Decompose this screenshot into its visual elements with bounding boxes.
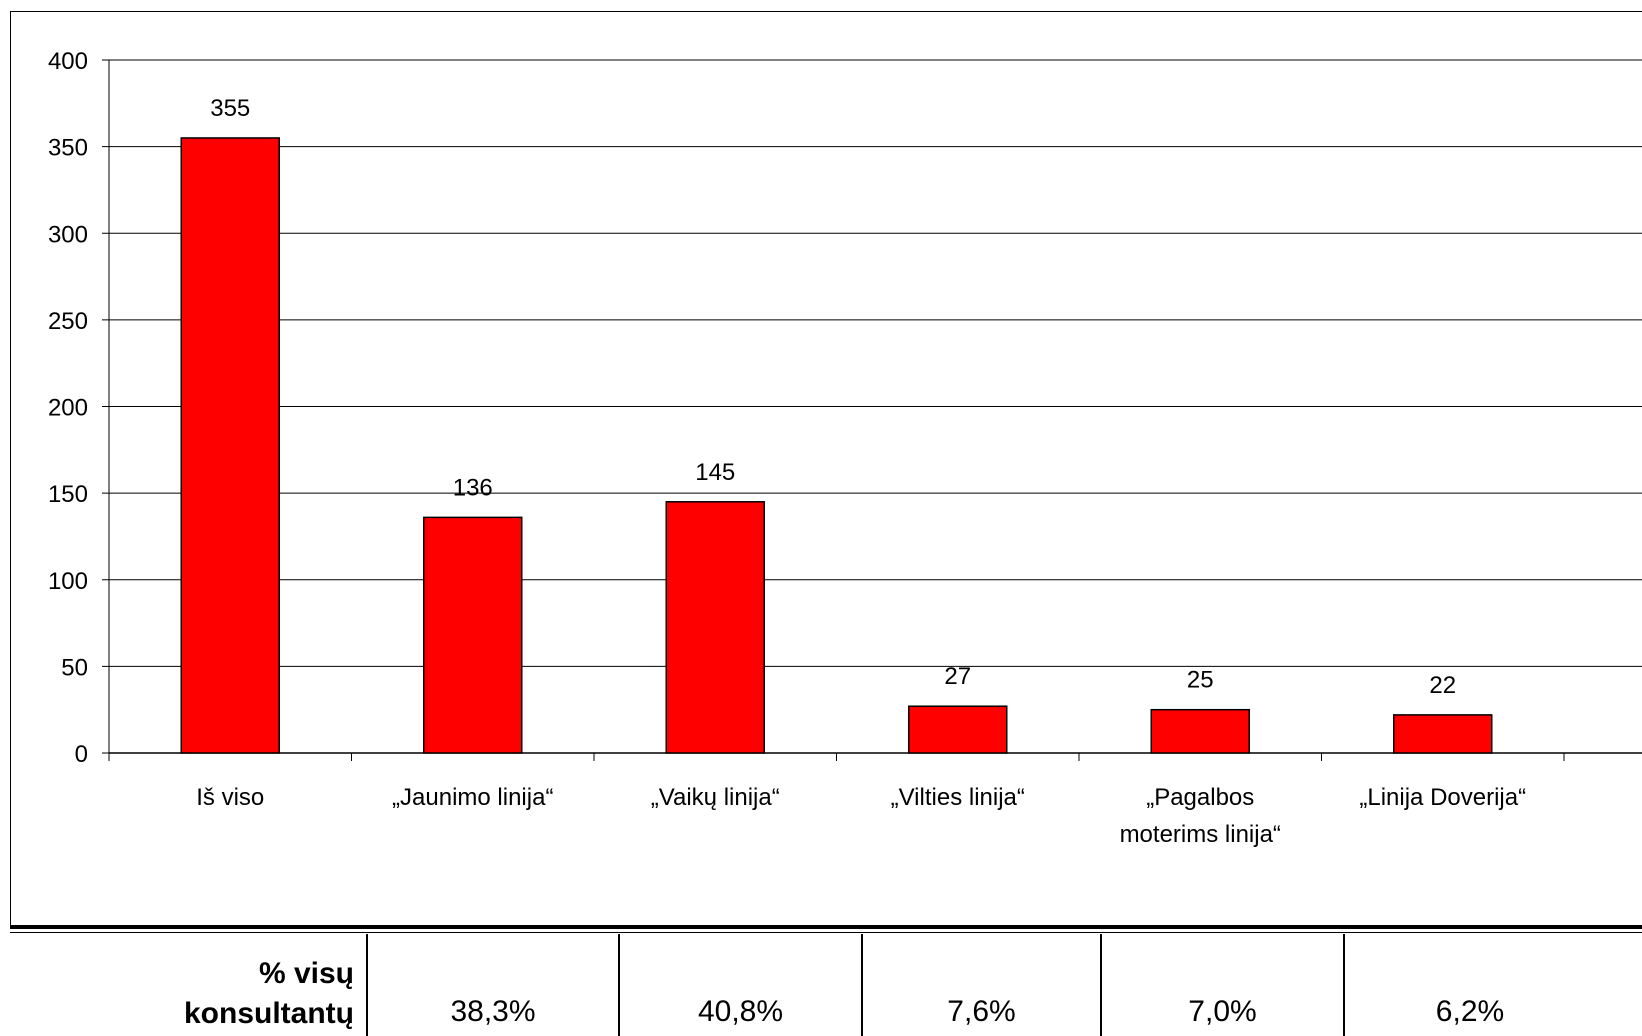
y-tick-label: 0	[75, 741, 88, 768]
percentage-table: % visų konsultantų 38,3% 40,8% 7,6% 7,0%…	[10, 926, 1642, 1036]
y-tick-label: 250	[48, 308, 88, 335]
x-category-label: „Vilties linija“	[891, 784, 1025, 811]
y-tick-label: 200	[48, 395, 88, 422]
data-label: 136	[453, 474, 493, 501]
table-cell-value: 38,3%	[450, 995, 536, 1028]
table-top-rule-inner	[10, 932, 1642, 933]
chart-frame: 0 50 100 150 200 250 300 350 400 355 Iš viso 136 „Ja…	[10, 11, 1642, 926]
y-tick-label: 50	[61, 654, 88, 681]
y-tick-label: 400	[48, 48, 88, 75]
y-tick-label: 300	[48, 221, 88, 248]
y-tick-label: 350	[48, 135, 88, 162]
data-label: 27	[944, 663, 971, 690]
data-label: 355	[210, 95, 250, 122]
table-cell-value: 7,0%	[1188, 995, 1257, 1028]
bar	[423, 516, 523, 754]
table-cell: 6,2%	[1345, 934, 1595, 1036]
table-header-cell: % visų konsultantų	[10, 934, 368, 1036]
table-cell: 40,8%	[620, 934, 863, 1036]
x-category-label: „Pagalbos moterims linija“	[1120, 784, 1281, 848]
x-category-label: Iš viso	[196, 784, 264, 811]
table-cell: 7,0%	[1102, 934, 1345, 1036]
table-cell: 7,6%	[863, 934, 1102, 1036]
x-category-label: „Jaunimo linija“	[392, 784, 553, 811]
table-top-rule	[10, 926, 1642, 929]
bar	[1393, 714, 1493, 754]
bar	[180, 137, 280, 754]
table-header-label: % visų konsultantų	[184, 957, 354, 1030]
table-cell-value: 40,8%	[697, 995, 784, 1028]
bar	[1150, 708, 1250, 754]
table-cell-value: 6,2%	[1435, 995, 1505, 1028]
y-tick-label: 100	[48, 568, 88, 595]
bar-chart: 0 50 100 150 200 250 300 350 400 355 Iš viso 136 „Ja…	[48, 48, 1642, 848]
table-cell: 38,3%	[368, 934, 620, 1036]
bar	[908, 705, 1008, 754]
data-label: 25	[1187, 667, 1214, 694]
data-label: 145	[695, 459, 735, 486]
data-label: 22	[1429, 672, 1456, 699]
table-cell-value: 7,6%	[947, 995, 1016, 1028]
x-category-label: „Vaikų linija“	[651, 784, 780, 811]
bar	[665, 501, 765, 754]
x-category-label: „Linija Doverija“	[1359, 784, 1526, 811]
y-tick-label: 150	[48, 481, 88, 508]
